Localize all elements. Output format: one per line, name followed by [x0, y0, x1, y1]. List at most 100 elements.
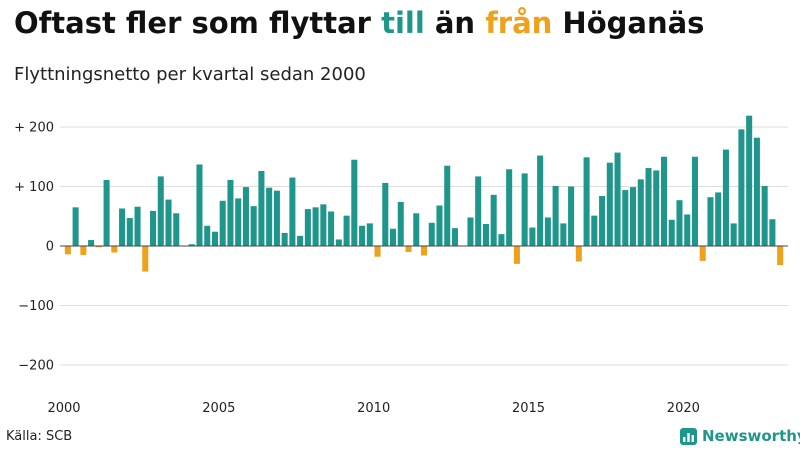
bar	[219, 200, 226, 246]
bar	[297, 235, 304, 246]
bar	[235, 198, 242, 246]
bar	[637, 179, 644, 246]
bar	[482, 223, 489, 247]
title-highlight-in: till	[381, 6, 425, 40]
bar	[242, 187, 249, 246]
bar	[413, 213, 420, 247]
bar	[606, 162, 613, 246]
bar	[126, 218, 133, 246]
x-tick-label: 2015	[512, 401, 545, 416]
bar	[467, 217, 474, 246]
bar	[312, 207, 319, 246]
bar	[420, 246, 428, 256]
x-tick-label: 2020	[667, 401, 700, 416]
bar	[521, 173, 528, 246]
bar	[777, 246, 784, 266]
y-tick-label: −200	[18, 359, 54, 374]
bar	[382, 182, 389, 246]
bar	[513, 246, 520, 264]
chart-subtitle: Flyttningsnetto per kvartal sedan 2000	[14, 64, 366, 85]
bar-chart-icon	[680, 427, 697, 445]
bar	[715, 192, 722, 246]
y-tick-label: + 100	[14, 180, 54, 195]
bar	[684, 214, 691, 247]
bar	[568, 186, 575, 246]
bar	[490, 194, 497, 246]
bar	[103, 179, 110, 246]
bar	[250, 206, 257, 246]
y-axis-ticks: + 200 + 100 0 −100 −200	[14, 121, 54, 374]
bar	[343, 215, 350, 246]
bar	[273, 190, 280, 246]
brand-logo: Newsworthy	[680, 427, 800, 445]
title-highlight-out: från	[485, 6, 553, 40]
bar	[95, 246, 102, 248]
bar	[575, 246, 582, 262]
bar	[498, 234, 505, 246]
bar	[397, 201, 404, 246]
chart-title: Oftast fler som flyttar till än från Hög…	[14, 6, 704, 40]
bar	[769, 219, 776, 246]
title-part2: än	[424, 6, 486, 40]
bar	[746, 115, 753, 246]
bar	[730, 223, 737, 246]
bar	[660, 156, 668, 246]
bar	[599, 196, 606, 246]
bar	[211, 231, 218, 246]
bar	[506, 169, 513, 246]
bar	[691, 156, 698, 246]
bar	[614, 152, 621, 246]
x-tick-label: 2000	[47, 401, 80, 416]
bar	[227, 179, 234, 246]
bar	[204, 225, 211, 246]
bar	[196, 164, 203, 247]
bar	[630, 187, 637, 246]
bar	[722, 149, 729, 246]
bar	[111, 246, 118, 253]
bar	[64, 246, 71, 255]
bar	[134, 206, 141, 246]
x-axis-ticks: 2000 2005 2010 2015 2020	[47, 401, 699, 416]
bar	[157, 176, 164, 246]
bar	[366, 223, 373, 246]
bar	[119, 208, 126, 246]
bar	[188, 244, 195, 246]
x-tick-label: 2005	[202, 401, 235, 416]
x-tick-label: 2010	[357, 401, 390, 416]
y-tick-label: 0	[46, 240, 54, 255]
bar	[436, 205, 443, 246]
bar	[142, 246, 149, 272]
title-part1: Oftast fler som flyttar	[14, 6, 382, 40]
bar	[150, 210, 157, 246]
bar	[173, 213, 180, 247]
bar	[328, 211, 335, 246]
bar	[707, 197, 714, 246]
bar	[165, 199, 172, 246]
bar	[304, 209, 311, 246]
bar	[289, 177, 296, 246]
bar	[583, 157, 590, 246]
bar	[266, 187, 273, 246]
source-note: Källa: SCB	[6, 429, 73, 444]
bar	[653, 170, 660, 246]
y-tick-label: −100	[18, 299, 54, 314]
bar	[544, 217, 551, 246]
bar	[405, 246, 412, 252]
bar	[552, 185, 559, 246]
bars	[64, 115, 784, 272]
bar	[668, 219, 675, 246]
y-tick-label: + 200	[14, 121, 54, 136]
grid-lines	[60, 126, 788, 366]
bar	[645, 168, 652, 246]
bar	[72, 207, 79, 246]
bar	[390, 228, 397, 246]
bar	[591, 215, 598, 246]
bar	[444, 165, 451, 247]
bar	[761, 185, 768, 246]
bar	[529, 227, 536, 247]
bar	[699, 246, 706, 261]
brand-name: Newsworthy	[702, 427, 800, 445]
bar	[560, 223, 567, 246]
bar	[359, 225, 366, 246]
